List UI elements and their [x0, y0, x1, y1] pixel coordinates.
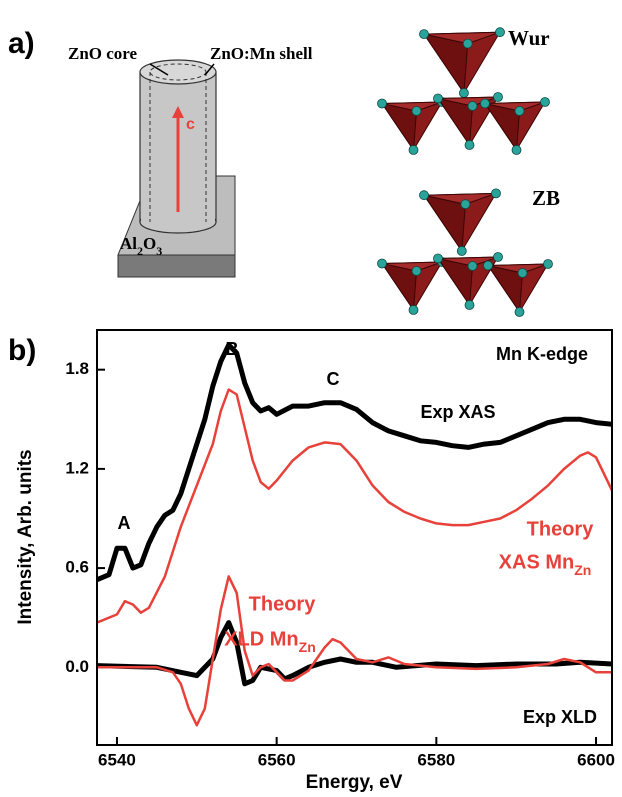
- subscript: Zn: [574, 562, 591, 578]
- atom: [492, 189, 501, 198]
- atom: [484, 261, 493, 270]
- tetra-face: [488, 266, 523, 313]
- atom: [481, 99, 490, 108]
- atom: [434, 94, 443, 103]
- annotation: Exp XAS: [420, 402, 495, 422]
- shell-label: ZnO:Mn shell: [210, 44, 313, 63]
- atom: [459, 89, 468, 98]
- y-axis-label: Intensity, Arb. units: [15, 449, 36, 624]
- atom: [541, 98, 550, 107]
- atom: [515, 308, 524, 317]
- atom: [544, 260, 553, 269]
- atom: [463, 39, 472, 48]
- y-tick-label: 1.8: [65, 359, 89, 378]
- tetra-face: [424, 34, 468, 93]
- subscript: Zn: [299, 639, 316, 655]
- atom: [412, 107, 421, 116]
- atom: [494, 253, 503, 262]
- y-tick-label: 1.2: [65, 458, 89, 477]
- atom: [434, 254, 443, 263]
- atom: [494, 93, 503, 102]
- x-tick-label: 6580: [417, 750, 455, 769]
- atom: [409, 306, 418, 315]
- figure: a) c ZnO core ZnO:Mn shell Al2O3 Wur ZB …: [0, 0, 622, 797]
- tetra-face: [424, 195, 465, 251]
- y-tick-label: 0.0: [65, 657, 89, 676]
- atom: [465, 141, 474, 150]
- atom: [465, 301, 474, 310]
- x-axis-label: Energy, eV: [306, 772, 403, 793]
- atom: [420, 191, 429, 200]
- atom: [468, 102, 477, 111]
- atom: [512, 146, 521, 155]
- atom: [515, 107, 524, 116]
- x-tick-label: 6540: [98, 750, 136, 769]
- annotation: Exp XLD: [523, 707, 597, 727]
- series-line: [97, 576, 612, 725]
- annotation: B: [226, 339, 239, 359]
- annotation: Mn K-edge: [496, 344, 588, 364]
- tetra-face: [438, 259, 473, 306]
- tetra-face: [438, 99, 473, 146]
- tetra-face: [485, 104, 520, 151]
- atom: [468, 262, 477, 271]
- zincblende-label: ZB: [532, 186, 560, 210]
- atom: [409, 146, 418, 155]
- atom: [378, 259, 387, 268]
- annotation: C: [327, 369, 340, 389]
- core-label: ZnO core: [68, 44, 138, 63]
- atom: [412, 267, 421, 276]
- annotation: Theory: [249, 593, 317, 615]
- atom: [457, 247, 466, 256]
- panel-label: a): [8, 27, 35, 60]
- atom: [518, 269, 527, 278]
- atom: [378, 99, 387, 108]
- x-tick-label: 6560: [258, 750, 296, 769]
- tetra-face: [382, 104, 417, 151]
- panel-a: a) c ZnO core ZnO:Mn shell Al2O3 Wur ZB: [8, 26, 560, 317]
- atom: [461, 200, 470, 209]
- tetrahedra: [378, 28, 553, 317]
- atom: [420, 30, 429, 39]
- x-tick-label: 6600: [577, 750, 615, 769]
- substrate-front: [118, 255, 235, 277]
- panel-b: b) Energy, eV Intensity, Arb. units 6540…: [8, 330, 615, 793]
- panel-label: b): [8, 334, 36, 367]
- annotation: A: [118, 513, 131, 533]
- axis-label: c: [186, 116, 195, 133]
- annotation: Theory: [527, 518, 595, 540]
- tetra-face: [382, 264, 417, 311]
- annotation: XAS MnZn: [499, 551, 592, 577]
- atom: [496, 28, 505, 37]
- y-tick-label: 0.6: [65, 558, 89, 577]
- wurtzite-label: Wur: [508, 26, 550, 50]
